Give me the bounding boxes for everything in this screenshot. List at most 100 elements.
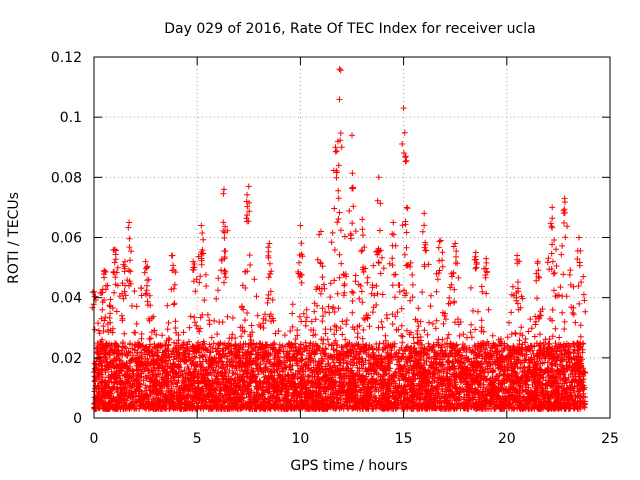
data-point xyxy=(133,320,140,327)
data-point xyxy=(206,321,213,328)
data-point xyxy=(553,263,560,269)
data-point xyxy=(429,320,436,327)
data-point xyxy=(107,310,114,317)
data-point xyxy=(197,273,204,280)
data-point xyxy=(349,298,356,304)
data-point xyxy=(187,313,194,320)
data-point xyxy=(334,219,341,226)
data-point xyxy=(220,190,227,197)
data-point xyxy=(229,314,236,321)
data-point xyxy=(403,229,410,236)
data-point xyxy=(352,278,359,285)
data-point xyxy=(485,306,492,313)
data-point xyxy=(448,281,455,288)
data-point xyxy=(289,310,296,317)
data-point xyxy=(215,287,221,294)
data-point xyxy=(392,294,398,301)
data-point xyxy=(238,333,245,340)
data-point xyxy=(506,319,512,326)
data-point xyxy=(349,309,356,316)
data-point xyxy=(172,325,179,331)
data-point xyxy=(126,244,133,251)
data-point xyxy=(294,332,301,339)
data-point xyxy=(532,313,539,320)
data-point xyxy=(171,339,177,346)
data-point xyxy=(369,309,376,316)
data-point xyxy=(338,144,345,151)
data-point xyxy=(399,339,406,346)
data-point xyxy=(478,283,485,290)
data-point xyxy=(319,318,326,325)
data-point xyxy=(470,307,476,314)
data-point xyxy=(246,208,253,215)
data-point xyxy=(478,317,485,324)
data-point xyxy=(159,332,166,339)
data-point xyxy=(377,270,384,277)
data-point xyxy=(317,290,324,297)
data-point xyxy=(467,284,474,291)
data-point xyxy=(419,228,426,235)
data-point xyxy=(335,187,342,194)
data-point xyxy=(242,285,249,291)
data-point xyxy=(107,303,114,310)
data-point xyxy=(247,262,254,268)
data-point xyxy=(536,312,543,319)
data-point xyxy=(326,309,333,316)
data-point xyxy=(98,289,105,296)
data-point xyxy=(342,336,349,343)
data-point xyxy=(404,205,411,212)
data-point xyxy=(518,324,525,331)
data-point xyxy=(527,316,534,323)
data-point xyxy=(352,272,359,279)
data-point xyxy=(419,289,426,296)
data-point xyxy=(570,311,577,318)
data-point xyxy=(164,326,171,333)
data-point xyxy=(138,292,145,299)
data-point xyxy=(380,265,387,272)
data-point xyxy=(336,251,343,258)
data-point xyxy=(111,259,118,266)
data-point xyxy=(140,377,147,384)
data-point xyxy=(456,332,463,339)
data-point xyxy=(292,336,299,343)
data-point xyxy=(339,318,346,325)
data-point xyxy=(338,227,344,234)
data-point xyxy=(552,325,559,332)
data-point xyxy=(379,254,385,261)
data-point xyxy=(388,347,395,354)
data-point xyxy=(444,335,451,342)
data-point xyxy=(389,321,396,327)
data-point xyxy=(536,331,543,338)
data-point xyxy=(556,334,563,341)
data-point xyxy=(435,336,442,343)
data-point xyxy=(215,275,222,282)
data-point xyxy=(296,313,303,320)
data-point xyxy=(170,301,177,308)
data-point xyxy=(327,280,334,287)
data-point xyxy=(173,340,180,347)
data-point xyxy=(338,260,345,267)
data-point xyxy=(268,268,275,275)
data-point xyxy=(409,281,416,288)
data-point xyxy=(489,332,496,339)
data-point xyxy=(558,251,565,258)
data-point xyxy=(335,305,342,312)
data-point xyxy=(553,246,559,253)
data-point xyxy=(350,289,357,296)
data-point xyxy=(468,321,475,328)
data-point xyxy=(311,308,318,315)
data-point xyxy=(275,328,282,334)
data-point xyxy=(264,299,271,306)
data-point xyxy=(303,356,309,362)
data-point xyxy=(147,335,154,342)
data-point xyxy=(165,319,172,326)
data-point xyxy=(145,315,152,322)
data-point xyxy=(171,281,178,288)
data-point xyxy=(415,323,422,330)
data-point xyxy=(577,333,584,340)
data-point xyxy=(562,234,569,241)
data-point xyxy=(334,290,341,297)
data-point xyxy=(300,310,307,317)
data-point xyxy=(280,368,287,375)
data-point xyxy=(440,320,447,327)
